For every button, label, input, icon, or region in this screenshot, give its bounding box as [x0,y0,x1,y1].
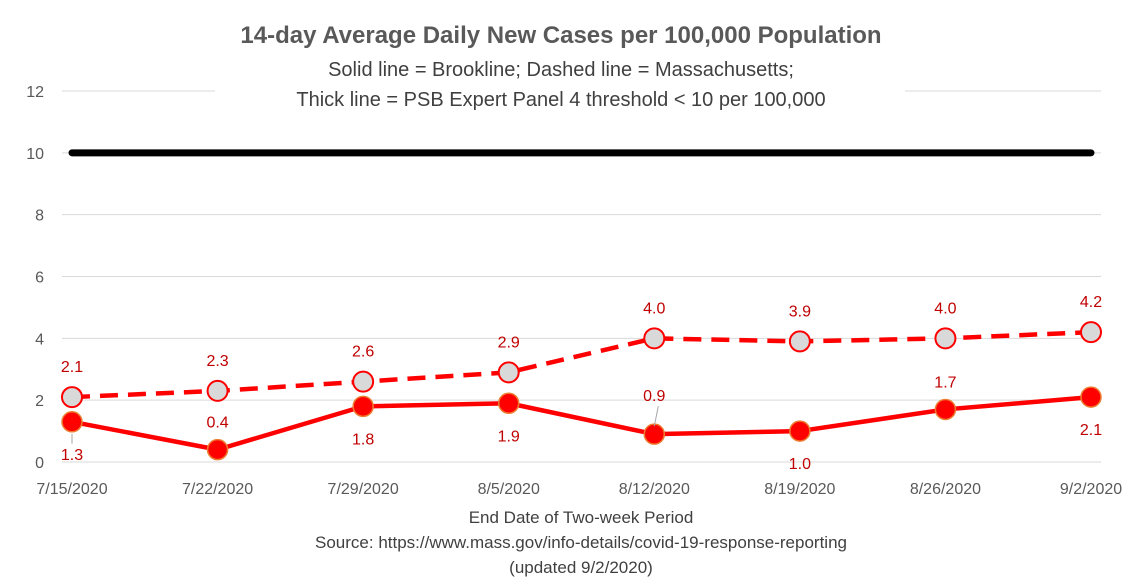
brookline-data-label: 0.9 [643,388,665,405]
source-note: Source: https://www.mass.gov/info-detail… [315,533,847,552]
y-tick-label: 8 [35,208,44,225]
massachusetts-point [788,330,811,353]
brookline-point [206,438,229,461]
massachusetts-data-label: 2.9 [498,334,520,351]
massachusetts-data-label: 2.3 [206,353,228,370]
x-tick-label: 7/29/2020 [328,481,399,498]
x-tick-label: 9/2/2020 [1060,481,1122,498]
brookline-point [789,420,811,442]
y-tick-label: 4 [35,331,44,348]
update-note: (updated 9/2/2020) [509,558,653,577]
brookline-point [61,411,83,433]
brookline-point [643,423,666,445]
x-tick-label: 7/15/2020 [36,481,107,498]
y-axis-ticks: 0 2 4 6 8 10 12 [26,84,44,472]
brookline-data-label: 2.1 [1080,422,1102,439]
x-tick-label: 8/26/2020 [910,481,981,498]
label-leader-line [653,406,659,427]
massachusetts-point [206,379,229,402]
brookline-data-label: 1.9 [498,428,520,445]
massachusetts-point [1080,321,1102,344]
title-background [215,14,905,114]
chart-subtitle-line-2: Thick line = PSB Expert Panel 4 threshol… [296,89,825,111]
x-tick-label: 8/5/2020 [478,481,540,498]
x-tick-label: 7/22/2020 [182,481,253,498]
x-axis-title: End Date of Two-week Period [469,508,694,527]
y-tick-label: 12 [26,84,44,101]
x-axis-ticks: 7/15/2020 7/22/2020 7/29/2020 8/5/2020 8/12/… [36,481,1122,498]
series-line-brookline [71,394,1092,452]
brookline-data-label: 1.7 [934,374,956,391]
x-tick-label: 8/19/2020 [764,481,835,498]
massachusetts-data-label: 4.0 [934,300,956,317]
y-tick-label: 6 [35,270,44,287]
brookline-data-label: 1.8 [352,431,374,448]
massachusetts-point [352,370,375,393]
y-tick-label: 0 [35,455,44,472]
massachusetts-data-label: 3.9 [789,303,811,320]
massachusetts-data-label: 4.2 [1080,294,1102,311]
massachusetts-point [61,386,83,409]
brookline-point [1080,386,1102,408]
y-tick-label: 2 [35,393,44,410]
massachusetts-data-label: 2.1 [61,359,83,376]
massachusetts-point [643,327,666,350]
massachusetts-data-label: 4.0 [643,300,665,317]
chart-title: 14-day Average Daily New Cases per 100,0… [240,22,881,49]
series-group [61,149,1102,461]
x-tick-label: 8/12/2020 [619,481,690,498]
massachusetts-point [934,327,957,350]
y-tick-label: 10 [26,146,44,163]
brookline-data-label: 0.4 [206,415,228,432]
massachusetts-point [497,361,520,384]
brookline-data-label: 1.3 [61,447,83,464]
brookline-point [352,395,374,418]
brookline-data-label: 1.0 [789,456,811,473]
data-labels-group: 2.1 2.3 2.6 2.9 4.0 3.9 4.0 4.2 1.3 0.4 1.8 1.9 0.9 1… [61,294,1102,473]
massachusetts-data-label: 2.6 [352,344,374,361]
brookline-point [934,398,957,421]
chart-subtitle-line-1: Solid line = Brookline; Dashed line = Ma… [328,59,794,81]
series-line-massachusetts [71,329,1092,400]
brookline-point [497,392,520,415]
